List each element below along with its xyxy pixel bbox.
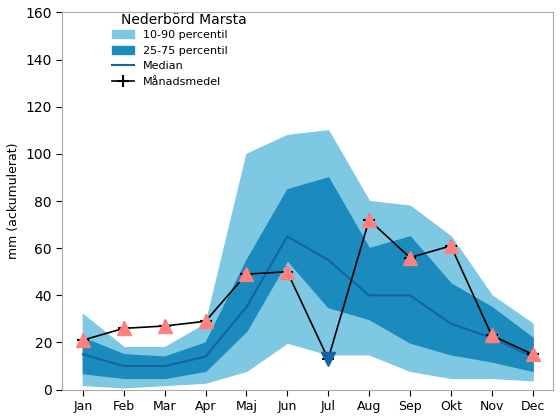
Text: Nederbörd Marsta: Nederbörd Marsta	[122, 13, 247, 27]
Y-axis label: mm (ackumulerat): mm (ackumulerat)	[7, 143, 20, 259]
Legend: 10-90 percentil, 25-75 percentil, Median, Månadsmedel: 10-90 percentil, 25-75 percentil, Median…	[107, 26, 232, 91]
